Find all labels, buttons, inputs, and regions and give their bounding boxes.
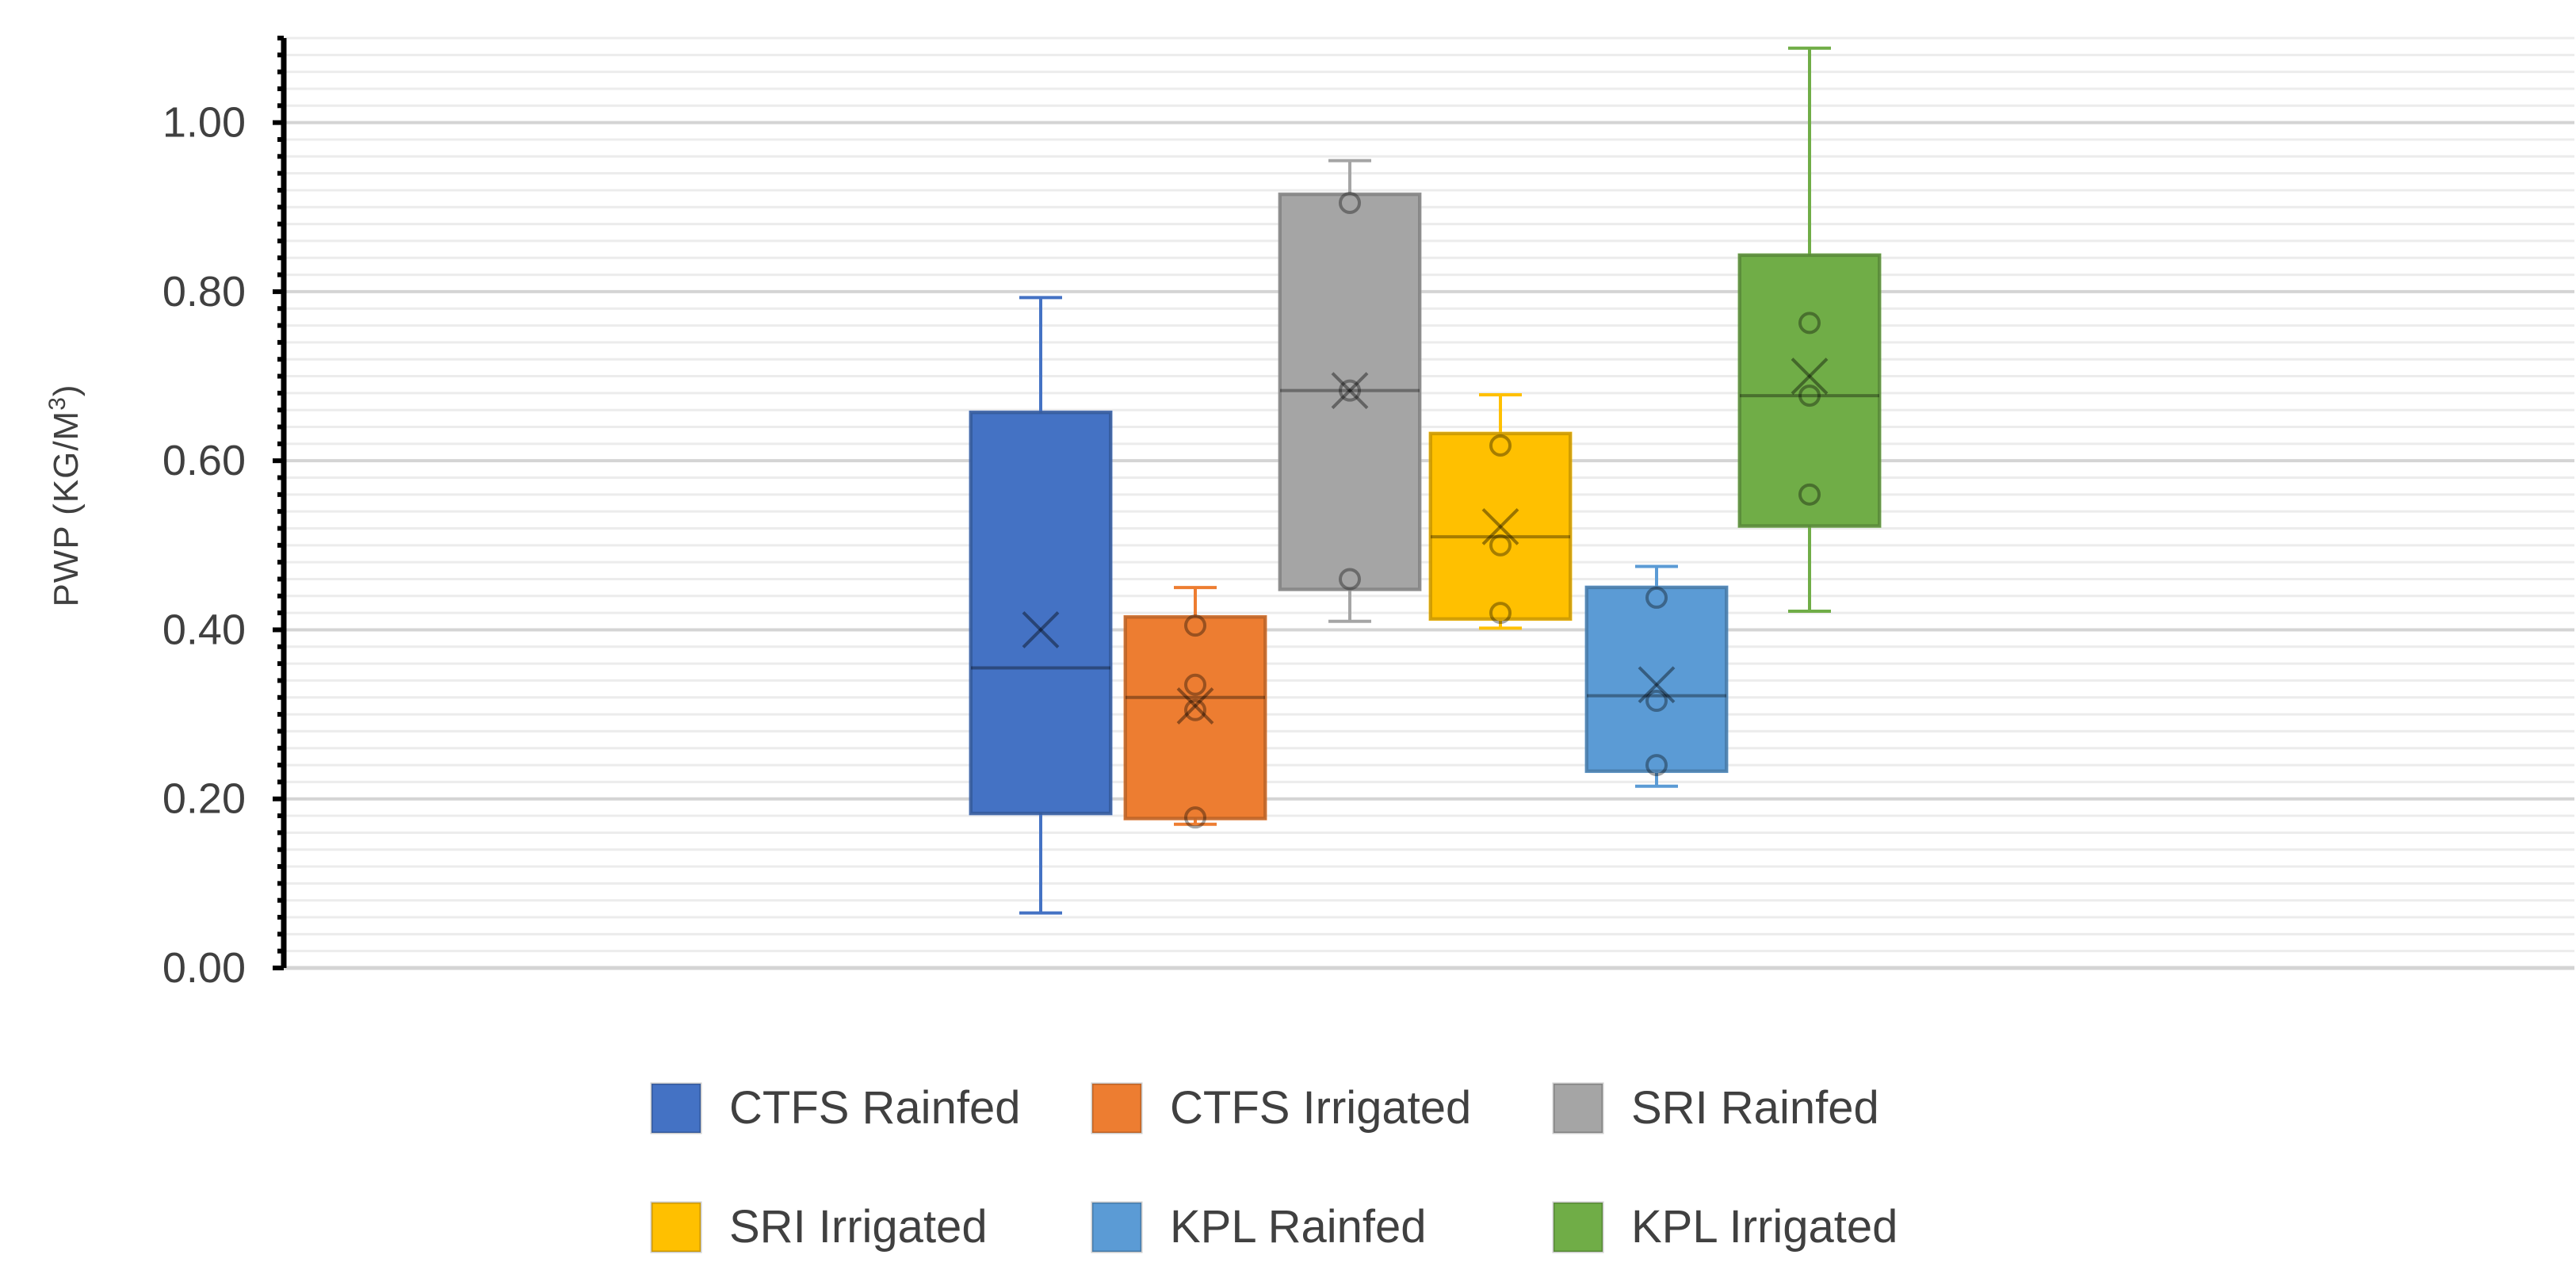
inner-point	[1798, 483, 1821, 506]
inner-point	[1184, 698, 1206, 721]
legend-swatch	[1552, 1082, 1604, 1134]
y-axis-title-superscript: 3	[44, 396, 71, 411]
legend-label: CTFS Rainfed	[729, 1082, 1020, 1134]
legend-item: CTFS Irrigated	[1091, 1082, 1471, 1134]
legend-label: SRI Rainfed	[1631, 1082, 1879, 1134]
iqr-box-border	[1738, 254, 1881, 528]
box-group	[1123, 586, 1267, 829]
inner-point	[1339, 191, 1361, 214]
inner-point	[1798, 384, 1821, 407]
iqr-box	[1584, 585, 1729, 774]
mean-marker-stroke-b	[1791, 358, 1829, 395]
y-axis-title-main: PWP (KG/M	[47, 411, 86, 607]
legend-item: SRI Irrigated	[650, 1201, 988, 1253]
mean-marker-stroke-b	[1176, 687, 1214, 725]
inner-point	[1339, 379, 1361, 402]
iqr-box-border	[1429, 432, 1572, 621]
mean-marker-stroke-b	[1638, 666, 1676, 704]
iqr-box	[1428, 431, 1573, 622]
y-axis-title: PWP (KG/M3)	[44, 384, 86, 606]
iqr-box	[1278, 192, 1422, 591]
y-tick-label: 0.80	[162, 268, 246, 316]
inner-point	[1184, 673, 1206, 696]
legend-label: CTFS Irrigated	[1170, 1082, 1471, 1134]
inner-point	[1645, 586, 1668, 609]
y-tick-label: 0.40	[162, 606, 246, 653]
legend: CTFS Rainfed CTFS Irrigated SRI Rainfed SRI…	[650, 1082, 1898, 1253]
y-tick-labels: 0.00 0.20 0.40 0.60 0.80 1.00	[162, 99, 246, 992]
iqr-box-border	[969, 411, 1112, 815]
boxes	[969, 46, 1882, 915]
mean-marker-stroke-a	[1022, 611, 1060, 648]
inner-point	[1645, 754, 1668, 777]
iqr-box	[969, 410, 1113, 816]
mean-marker-stroke-a	[1176, 687, 1214, 725]
inner-point	[1184, 614, 1206, 637]
mean-marker-stroke-a	[1638, 666, 1676, 704]
iqr-box-border	[1124, 615, 1267, 821]
y-tick-label: 0.60	[162, 437, 246, 484]
box-group	[1584, 564, 1729, 788]
legend-swatch	[1552, 1201, 1604, 1253]
gridlines	[284, 36, 2574, 970]
y-tick-label: 1.00	[162, 99, 246, 147]
legend-label: KPL Irrigated	[1631, 1201, 1898, 1253]
legend-item: KPL Rainfed	[1091, 1201, 1427, 1253]
inner-point	[1489, 434, 1512, 457]
box-group	[1737, 46, 1882, 613]
inner-point	[1489, 602, 1512, 625]
iqr-box	[1737, 253, 1882, 528]
box-group	[1278, 159, 1422, 623]
inner-point	[1339, 568, 1361, 591]
inner-point	[1645, 690, 1668, 713]
inner-point	[1798, 312, 1821, 335]
mean-marker-stroke-a	[1481, 507, 1519, 545]
y-tick-label: 0.00	[162, 944, 246, 992]
legend-item: KPL Irrigated	[1552, 1201, 1898, 1253]
iqr-box-border	[1585, 586, 1728, 773]
y-axis	[273, 36, 287, 970]
legend-swatch	[1091, 1201, 1143, 1253]
legend-item: CTFS Rainfed	[650, 1082, 1020, 1134]
iqr-box-border	[1278, 193, 1421, 591]
mean-marker-stroke-a	[1791, 358, 1829, 395]
mean-marker-stroke-b	[1481, 507, 1519, 545]
legend-swatch	[650, 1201, 702, 1253]
mean-marker-stroke-a	[1331, 372, 1369, 410]
mean-marker-stroke-b	[1331, 372, 1369, 410]
legend-swatch	[650, 1082, 702, 1134]
legend-label: KPL Rainfed	[1170, 1201, 1427, 1253]
legend-item: SRI Rainfed	[1552, 1082, 1879, 1134]
mean-marker-stroke-b	[1022, 611, 1060, 648]
inner-point	[1489, 534, 1512, 557]
y-tick-label: 0.20	[162, 775, 246, 823]
legend-swatch	[1091, 1082, 1143, 1134]
legend-label: SRI Irrigated	[729, 1201, 988, 1253]
inner-point	[1184, 806, 1206, 829]
y-axis-title-suffix: )	[47, 384, 86, 396]
box-group	[969, 296, 1113, 915]
iqr-box	[1123, 614, 1267, 821]
box-group	[1428, 393, 1573, 630]
